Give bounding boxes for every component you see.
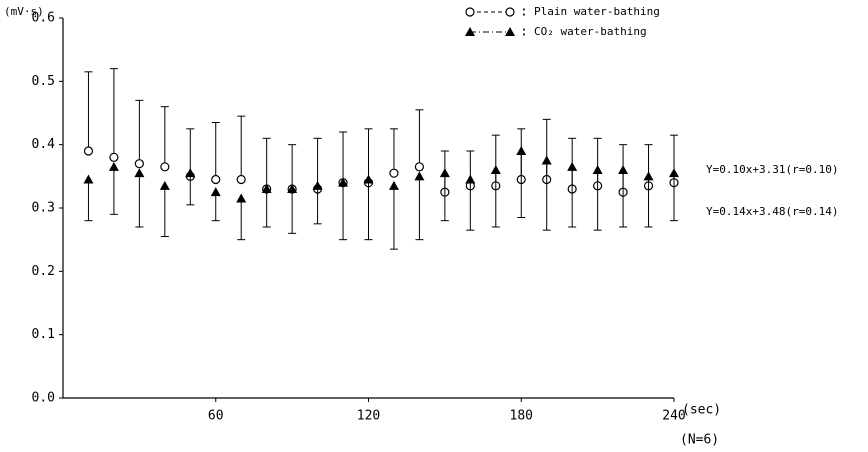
marker bbox=[210, 187, 221, 197]
marker bbox=[287, 184, 298, 193]
marker bbox=[134, 168, 145, 178]
x-tick-label: 180 bbox=[510, 409, 533, 424]
marker bbox=[505, 7, 515, 17]
y-tick-label: 0.3 bbox=[32, 201, 55, 216]
marker bbox=[567, 161, 578, 171]
x-tick-label: 240 bbox=[662, 409, 685, 424]
marker bbox=[134, 159, 144, 169]
marker bbox=[363, 174, 374, 184]
marker bbox=[643, 171, 654, 181]
marker bbox=[338, 177, 349, 187]
marker bbox=[414, 171, 425, 181]
y-axis-label: (mV·s) bbox=[4, 5, 44, 18]
marker bbox=[236, 174, 246, 185]
legend-label: Plain water-bathing bbox=[534, 5, 660, 18]
marker bbox=[516, 146, 527, 155]
marker bbox=[414, 162, 425, 172]
marker bbox=[592, 165, 603, 174]
legend-colon: : bbox=[520, 25, 528, 40]
marker bbox=[541, 155, 552, 165]
y-tick-label: 0.6 bbox=[32, 11, 55, 26]
legend-colon: : bbox=[520, 5, 528, 20]
marker bbox=[109, 152, 119, 162]
marker bbox=[236, 193, 247, 203]
marker bbox=[669, 168, 679, 178]
note: (N=6) bbox=[680, 433, 719, 448]
marker bbox=[465, 7, 475, 17]
annotation: Y=0.14x+3.48(r=0.14) bbox=[706, 205, 838, 218]
y-tick-label: 0.2 bbox=[32, 264, 55, 279]
marker bbox=[83, 174, 94, 184]
y-tick-label: 0.5 bbox=[32, 74, 55, 89]
y-tick-label: 0.0 bbox=[32, 391, 55, 406]
marker bbox=[505, 27, 515, 36]
marker bbox=[185, 168, 196, 178]
marker bbox=[490, 165, 501, 174]
marker bbox=[312, 180, 323, 190]
marker bbox=[83, 146, 94, 156]
annotation: Y=0.10x+3.31(r=0.10) bbox=[706, 163, 838, 176]
x-tick-label: 60 bbox=[208, 409, 224, 424]
x-tick-label: 120 bbox=[357, 409, 380, 424]
marker bbox=[618, 165, 629, 174]
marker bbox=[108, 161, 119, 171]
marker bbox=[465, 27, 475, 36]
x-axis-label: (sec) bbox=[682, 403, 721, 418]
marker bbox=[211, 174, 221, 185]
marker bbox=[261, 184, 272, 193]
marker bbox=[465, 174, 476, 184]
marker bbox=[160, 162, 170, 172]
marker bbox=[388, 180, 399, 190]
y-tick-label: 0.1 bbox=[32, 327, 55, 342]
marker bbox=[159, 180, 170, 190]
legend-label: CO₂ water-bathing bbox=[534, 25, 647, 38]
marker bbox=[389, 168, 399, 178]
marker bbox=[439, 168, 450, 178]
y-tick-label: 0.4 bbox=[32, 137, 56, 152]
